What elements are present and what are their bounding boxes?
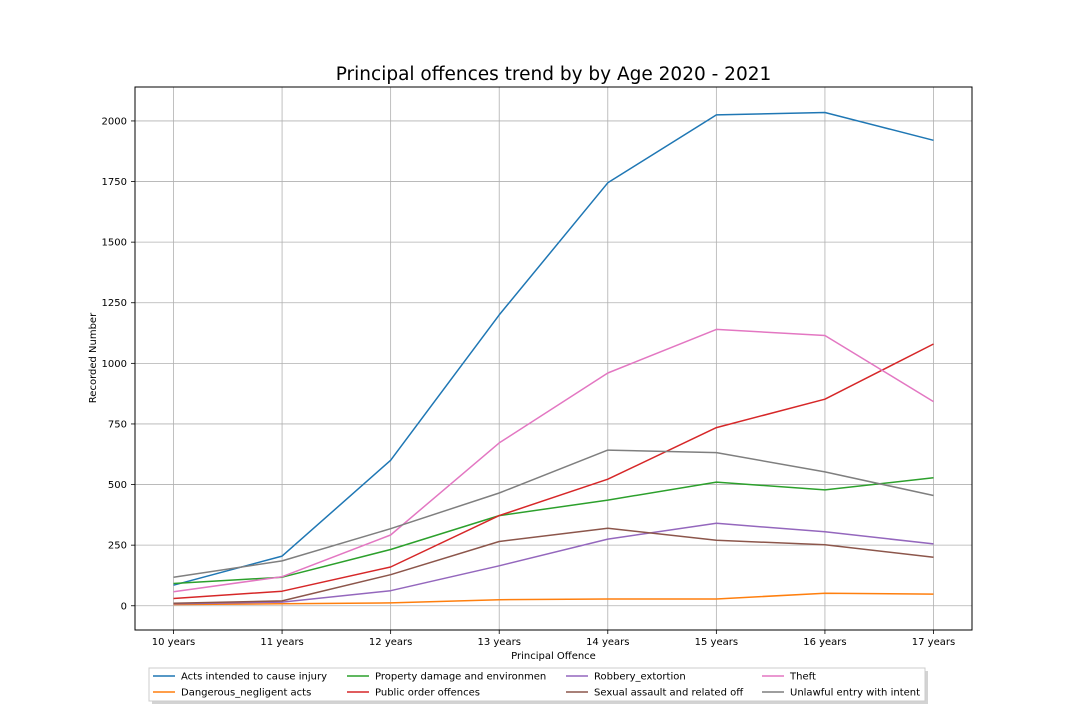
- y-tick-label: 500: [108, 480, 127, 491]
- series-line-4: [173, 343, 934, 600]
- series-line-8: [173, 449, 934, 578]
- plot-frame: [134, 86, 973, 631]
- legend-label: Unlawful entry with intent: [790, 688, 920, 699]
- y-axis-ticks: 0 250 500 750 1000 1250 1500 1750 2000: [102, 116, 135, 612]
- x-tick-label: 10 years: [152, 637, 195, 648]
- series-line-6: [173, 527, 934, 605]
- series-line-3: [173, 477, 934, 585]
- series-line-2: [173, 592, 934, 606]
- y-tick-label: 1250: [102, 298, 127, 309]
- y-tick-label: 250: [108, 541, 127, 552]
- legend-label: Property damage and environmen: [375, 672, 546, 683]
- y-tick-label: 1500: [102, 238, 127, 249]
- x-tick-label: 13 years: [477, 637, 520, 648]
- legend-label: Robbery_extortion: [594, 672, 686, 683]
- x-axis-label: Principal Offence: [511, 651, 596, 662]
- x-tick-label: 16 years: [803, 637, 846, 648]
- series-line-1: [173, 111, 934, 586]
- x-tick-label: 17 years: [912, 637, 955, 648]
- y-tick-label: 0: [121, 601, 127, 612]
- legend-label: Public order offences: [375, 688, 480, 699]
- legend-label: Dangerous_negligent acts: [181, 688, 311, 699]
- x-tick-label: 15 years: [695, 637, 738, 648]
- legend: Acts intended to cause injury Dangerous_n…: [148, 667, 928, 704]
- legend-label: Sexual assault and related off: [594, 688, 744, 699]
- y-axis-label: Recorded Number: [88, 312, 99, 403]
- series-lines: [173, 111, 934, 606]
- y-tick-label: 2000: [102, 116, 127, 127]
- x-tick-label: 11 years: [260, 637, 303, 648]
- x-axis-ticks: 10 years 11 years 12 years 13 years 14 years…: [152, 630, 955, 648]
- series-line-5: [173, 522, 934, 605]
- y-tick-label: 750: [108, 419, 127, 430]
- legend-label: Acts intended to cause injury: [181, 672, 327, 683]
- x-tick-label: 12 years: [369, 637, 412, 648]
- grid-lines: [135, 87, 972, 630]
- series-line-7: [173, 328, 934, 593]
- y-tick-label: 1000: [102, 359, 127, 370]
- x-tick-label: 14 years: [586, 637, 629, 648]
- y-tick-label: 1750: [102, 177, 127, 188]
- legend-label: Theft: [789, 672, 816, 683]
- legend-items: Acts intended to cause injury Dangerous_n…: [153, 672, 920, 699]
- legend-box: [148, 667, 926, 702]
- chart-title: Principal offences trend by by Age 2020 …: [336, 64, 772, 85]
